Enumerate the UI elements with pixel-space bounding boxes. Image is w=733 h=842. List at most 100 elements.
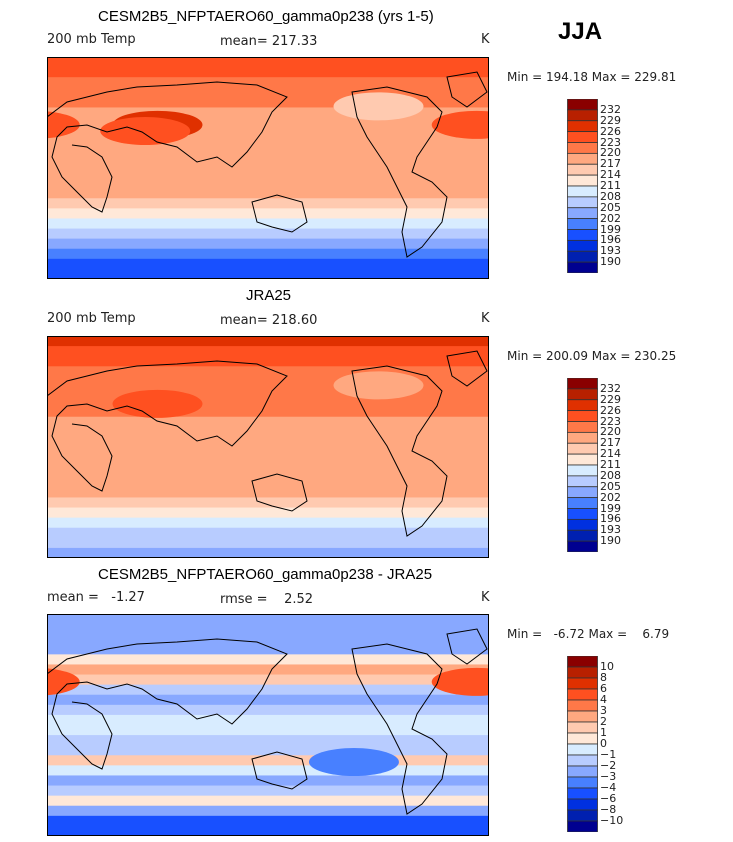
panel3-units-label: K [481, 590, 490, 605]
zonal-band [47, 674, 489, 686]
zonal-band [47, 795, 489, 807]
colorbar-box [567, 765, 598, 778]
colorbar-label: 205 [600, 200, 621, 214]
colorbar-box [567, 486, 598, 499]
zonal-band [47, 208, 489, 220]
panel1-variable-label: 200 mb Temp [47, 32, 136, 47]
colorbar-label: 1 [600, 726, 607, 739]
contour-feature [47, 668, 80, 696]
colorbar-box [567, 754, 598, 767]
coastline [47, 81, 288, 213]
colorbar-box [567, 399, 598, 412]
panel3-min-max: Min = -6.72 Max = 6.79 [507, 627, 670, 641]
zonal-band [47, 268, 489, 279]
zonal-band [47, 416, 489, 428]
colorbar-box [567, 442, 598, 455]
zonal-band [47, 248, 489, 260]
zonal-band [47, 356, 489, 367]
zonal-band [47, 775, 489, 787]
zonal-band [47, 238, 489, 250]
zonal-band [47, 745, 489, 756]
colorbar-box [567, 453, 598, 466]
zonal-band [47, 815, 489, 827]
colorbar-box [567, 261, 598, 273]
zonal-band [47, 805, 489, 817]
contour-feature [47, 111, 80, 139]
colorbar-label: 226 [600, 403, 621, 417]
colorbar-label: 214 [600, 447, 621, 461]
colorbar-box [567, 378, 598, 390]
panel1-units-label: K [481, 32, 490, 47]
zonal-band [47, 537, 489, 549]
colorbar-label: 2 [600, 715, 607, 728]
coastline [446, 71, 488, 108]
colorbar-label: 190 [600, 534, 621, 548]
colorbar-label: 220 [600, 146, 621, 160]
colorbar-label: 229 [600, 113, 621, 127]
colorbar-box [567, 185, 598, 198]
zonal-band [47, 436, 489, 448]
colorbar-box [567, 529, 598, 542]
colorbar-box [567, 820, 598, 832]
colorbar-box [567, 142, 598, 154]
colorbar-box [567, 497, 598, 509]
colorbar-box [567, 710, 598, 723]
colorbar-box [567, 508, 598, 520]
colorbar-label: 193 [600, 523, 621, 537]
zonal-band [47, 77, 489, 88]
zonal-band [47, 497, 489, 509]
contour-feature [112, 389, 203, 418]
zonal-band [47, 714, 489, 726]
colorbar-box [567, 174, 598, 187]
colorbar-label: 232 [600, 381, 621, 395]
colorbar-box [567, 99, 598, 111]
panel3-rmse-label: rmse = 2.52 [220, 592, 314, 607]
zonal-band [47, 147, 489, 159]
panel1-min-max: Min = 194.18 Max = 229.81 [507, 70, 677, 84]
contour-feature [431, 667, 489, 696]
zonal-band [47, 218, 489, 230]
colorbar-box [567, 152, 598, 165]
coastline [251, 473, 308, 512]
panel3-map [47, 614, 489, 836]
colorbar-box [567, 229, 598, 241]
colorbar-box [567, 518, 598, 531]
coastline [351, 365, 448, 537]
panel2-units-label: K [481, 311, 490, 326]
colorbar-box [567, 743, 598, 756]
colorbar-label: 211 [600, 458, 621, 471]
zonal-band [47, 644, 489, 655]
colorbar-box [567, 239, 598, 252]
colorbar-box [567, 666, 598, 679]
zonal-band [47, 137, 489, 149]
colorbar-label: −3 [600, 770, 617, 783]
colorbar-label: 190 [600, 255, 621, 269]
coastline [47, 360, 288, 492]
zonal-band [47, 785, 489, 797]
colorbar-box [567, 688, 598, 701]
season-label: JJA [558, 18, 603, 45]
zonal-band [47, 386, 489, 398]
zonal-band [47, 527, 489, 539]
contour-feature [333, 92, 424, 121]
zonal-band [47, 87, 489, 98]
zonal-band [47, 654, 489, 666]
coastline [251, 751, 308, 790]
panel2-mean-label: mean= 218.60 [220, 313, 318, 328]
colorbar-label: 217 [600, 157, 621, 171]
zonal-band [47, 127, 489, 139]
contour-feature [431, 110, 489, 139]
colorbar-label: 229 [600, 392, 621, 406]
colorbar-label: 208 [600, 468, 621, 482]
zonal-band [47, 366, 489, 377]
panel1-colorbar [567, 99, 598, 273]
colorbar-label: 211 [600, 179, 621, 192]
colorbar-label: 10 [600, 660, 614, 673]
colorbar-box [567, 218, 598, 230]
colorbar-label: 6 [600, 682, 607, 695]
colorbar-box [567, 464, 598, 477]
zonal-band [47, 735, 489, 746]
zonal-band [47, 624, 489, 635]
zonal-band [47, 336, 489, 347]
zonal-band [47, 168, 489, 179]
